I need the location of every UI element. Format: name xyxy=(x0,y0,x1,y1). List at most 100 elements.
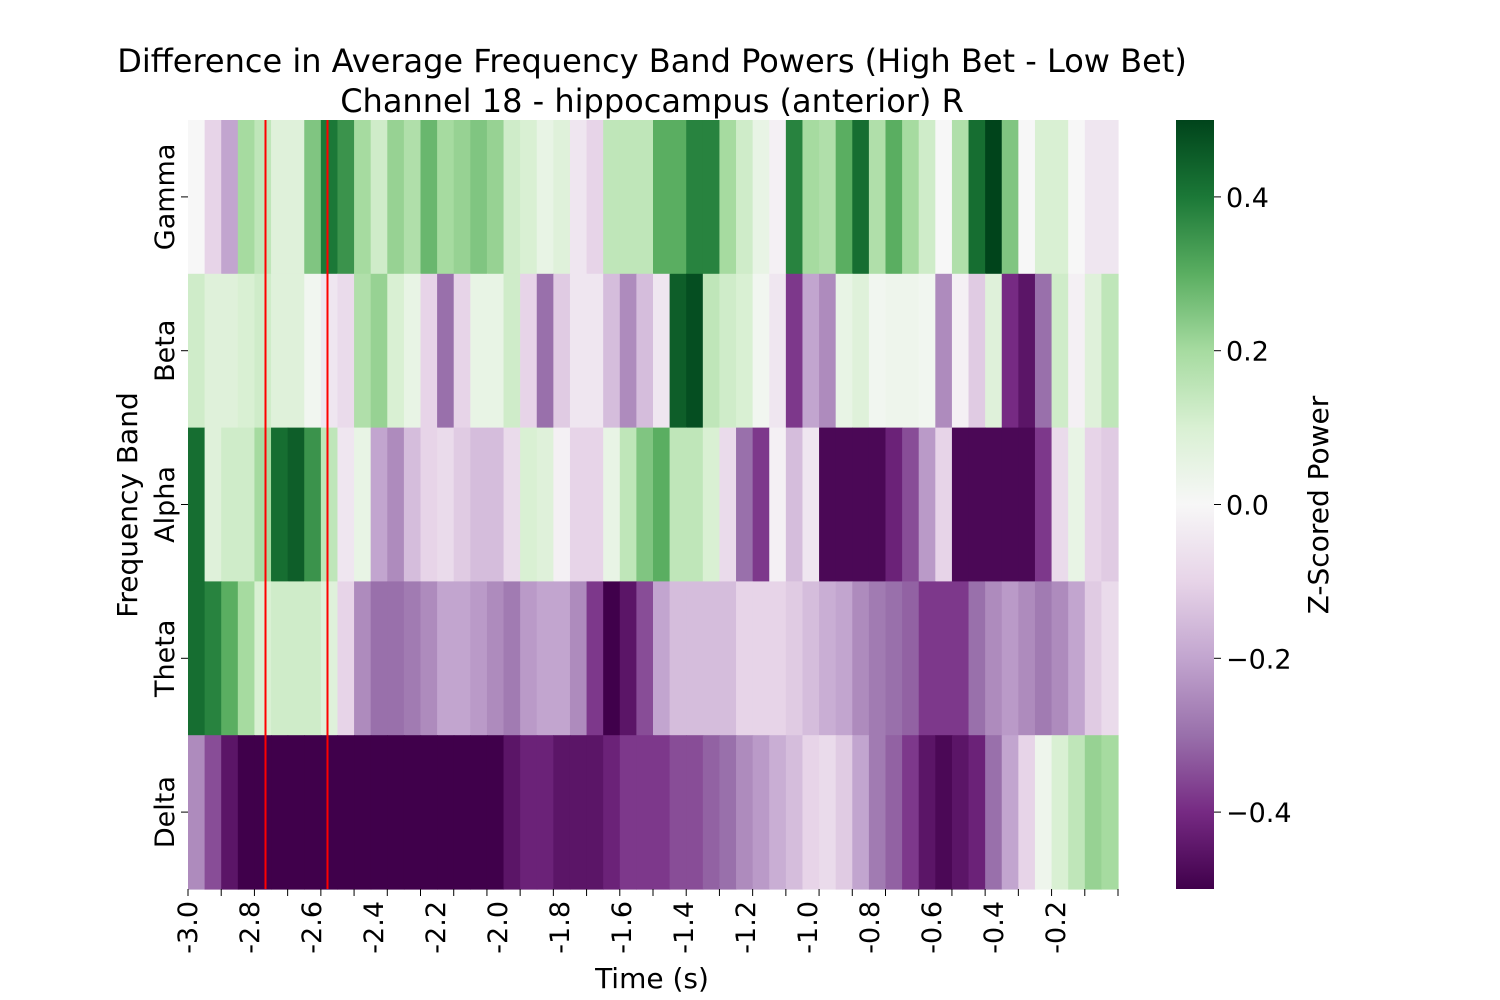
heatmap-cell xyxy=(702,427,721,582)
heatmap-cell xyxy=(835,273,853,429)
heatmap-cell xyxy=(752,427,770,582)
heatmap-cell xyxy=(918,427,936,582)
heatmap-cell xyxy=(702,735,721,890)
heatmap-cell xyxy=(470,120,488,275)
heatmap-cell xyxy=(486,273,505,429)
heatmap-cell xyxy=(586,735,604,890)
heatmap-cell xyxy=(254,427,272,582)
heatmap-cell xyxy=(503,120,521,275)
vertical-marker-lines xyxy=(264,120,329,889)
x-tick-label: -0.2 xyxy=(1041,901,1072,954)
heatmap-cell xyxy=(619,427,637,582)
heatmap-cell xyxy=(536,581,554,736)
heatmap-cell xyxy=(204,273,222,429)
heatmap-cell xyxy=(968,581,986,736)
heatmap-cell xyxy=(354,581,372,736)
heatmap-cell xyxy=(669,735,687,890)
heatmap-cell xyxy=(1034,427,1053,582)
heatmap-cell xyxy=(918,735,936,890)
heatmap-cell xyxy=(503,735,521,890)
heatmap-cell xyxy=(1051,735,1069,890)
heatmap-cell xyxy=(968,427,986,582)
heatmap-cell xyxy=(271,273,289,429)
x-tick-label: -0.8 xyxy=(855,901,886,954)
heatmap-cell xyxy=(254,581,272,736)
heatmap-cell xyxy=(1084,120,1102,275)
heatmap-cell xyxy=(653,427,671,582)
heatmap-cell xyxy=(221,581,239,736)
heatmap-cell xyxy=(669,273,687,429)
heatmap-cell xyxy=(852,735,870,890)
heatmap-cell xyxy=(619,581,637,736)
heatmap-cell xyxy=(1001,581,1019,736)
heatmap-cell xyxy=(1018,735,1036,890)
heatmap-cell xyxy=(204,120,222,275)
heatmap-cell xyxy=(819,581,837,736)
heatmap-cell xyxy=(271,427,289,582)
x-tick-label: -1.2 xyxy=(731,901,762,954)
heatmap-cell xyxy=(951,581,970,736)
heatmap-cell xyxy=(1034,735,1053,890)
y-tick-label: Delta xyxy=(150,776,181,848)
heatmap-cell xyxy=(1101,581,1119,736)
heatmap-cell xyxy=(686,273,704,429)
heatmap-cell xyxy=(603,581,621,736)
heatmap-cell xyxy=(470,427,488,582)
heatmap-cell xyxy=(868,273,887,429)
heatmap-cell xyxy=(304,120,322,275)
heatmap-cell xyxy=(370,120,388,275)
heatmap-cell xyxy=(736,735,754,890)
heatmap-cell xyxy=(902,273,920,429)
heatmap-cell xyxy=(553,735,571,890)
heatmap-cell xyxy=(902,735,920,890)
heatmap-cell xyxy=(354,120,372,275)
heatmap-cell xyxy=(885,120,903,275)
heatmap-cell xyxy=(569,273,588,429)
heatmap-cell xyxy=(254,735,272,890)
heatmap-cell xyxy=(553,427,571,582)
heatmap-cell xyxy=(918,120,936,275)
heatmap-cell xyxy=(968,735,986,890)
heatmap-cell xyxy=(636,581,654,736)
heatmap-cell xyxy=(968,273,986,429)
heatmap-cell xyxy=(536,735,554,890)
heatmap-cell xyxy=(603,427,621,582)
heatmap-cell xyxy=(586,427,604,582)
heatmap-cell xyxy=(287,735,305,890)
heatmap-cell xyxy=(337,735,355,890)
x-tick-label: -1.8 xyxy=(545,901,576,954)
y-axis-label: Frequency Band xyxy=(111,392,144,617)
heatmap-cell xyxy=(719,735,737,890)
heatmap-cell xyxy=(320,120,339,275)
heatmap-cell xyxy=(968,120,986,275)
heatmap-cell xyxy=(619,735,637,890)
heatmap-cell xyxy=(769,735,787,890)
heatmap-cell xyxy=(819,120,837,275)
heatmap-cell xyxy=(935,581,953,736)
heatmap-cell xyxy=(553,581,571,736)
heatmap-cell xyxy=(769,427,787,582)
heatmap-cell xyxy=(370,273,388,429)
heatmap-cell xyxy=(354,735,372,890)
heatmap-cell xyxy=(420,735,438,890)
heatmap-cell xyxy=(387,735,405,890)
heatmap-cell xyxy=(437,581,455,736)
heatmap-cell xyxy=(1084,581,1102,736)
heatmap-cell xyxy=(470,581,488,736)
heatmap-cell xyxy=(785,735,804,890)
chart-subtitle: Channel 18 - hippocampus (anterior) R xyxy=(340,82,964,120)
heatmap-cell xyxy=(885,427,903,582)
heatmap-cell xyxy=(702,581,721,736)
heatmap-cell xyxy=(835,120,853,275)
heatmap-cell xyxy=(719,427,737,582)
heatmap-cell xyxy=(686,581,704,736)
heatmap-cell xyxy=(1018,427,1036,582)
heatmap-cell xyxy=(902,427,920,582)
y-tick-label: Gamma xyxy=(150,144,181,251)
heatmap-cell xyxy=(320,735,339,890)
heatmap-cell xyxy=(304,735,322,890)
heatmap-cell xyxy=(769,273,787,429)
heatmap-cell xyxy=(852,120,870,275)
heatmap-cell xyxy=(885,735,903,890)
